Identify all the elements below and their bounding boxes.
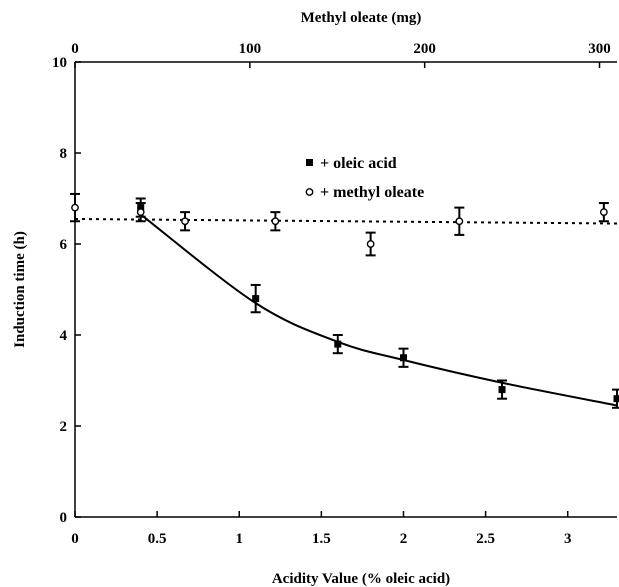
oleic-acid-point (334, 340, 342, 348)
methyl-oleate-point (136, 208, 145, 217)
y-tick-label: 4 (60, 328, 68, 344)
legend-marker-oleic-acid (306, 159, 313, 166)
oleic-acid-point (498, 386, 506, 394)
x-tick-label: 2.5 (476, 531, 495, 547)
x2-tick-label: 300 (588, 41, 611, 57)
legend-marker-methyl-oleate (305, 188, 314, 196)
methyl-oleate-point (271, 217, 280, 226)
x-tick-label: 1 (235, 531, 243, 547)
x-tick-label: 0.5 (148, 531, 167, 547)
oleic-acid-point (399, 354, 407, 362)
y-tick-label: 8 (60, 146, 68, 162)
methyl-oleate-point (366, 240, 375, 248)
x-tick-label: 1.5 (312, 531, 331, 547)
x-tick-label: 2 (400, 531, 408, 547)
methyl-oleate-point (71, 203, 79, 212)
x2-tick-label: 200 (413, 41, 436, 57)
methyl-oleate-point (181, 217, 189, 226)
y-tick-label: 0 (60, 510, 68, 526)
x2-tick-label: 0 (71, 41, 79, 57)
y-tick-label: 10 (52, 55, 67, 71)
legend-label-oleic-acid: + oleic acid (320, 155, 397, 172)
methyl-oleate-fit-line (74, 217, 618, 225)
x2-tick-label: 100 (239, 41, 262, 57)
y-tick-label: 2 (60, 419, 68, 435)
y-tick-label: 6 (60, 237, 68, 253)
y-axis-title: Induction time (h) (12, 231, 28, 348)
x2-axis-title: Methyl oleate (mg) (301, 10, 422, 26)
oleic-acid-fit-curve (140, 213, 618, 407)
x-tick-label: 3 (564, 531, 572, 547)
legend-label-methyl-oleate: + methyl oleate (320, 184, 424, 201)
oleic-acid-point (613, 395, 619, 403)
oleic-acid-point (252, 295, 260, 303)
x-tick-label: 0 (71, 531, 79, 547)
methyl-oleate-point (599, 208, 608, 217)
methyl-oleate-point (455, 217, 464, 226)
x-axis-title: Acidity Value (% oleic acid) (272, 571, 450, 587)
